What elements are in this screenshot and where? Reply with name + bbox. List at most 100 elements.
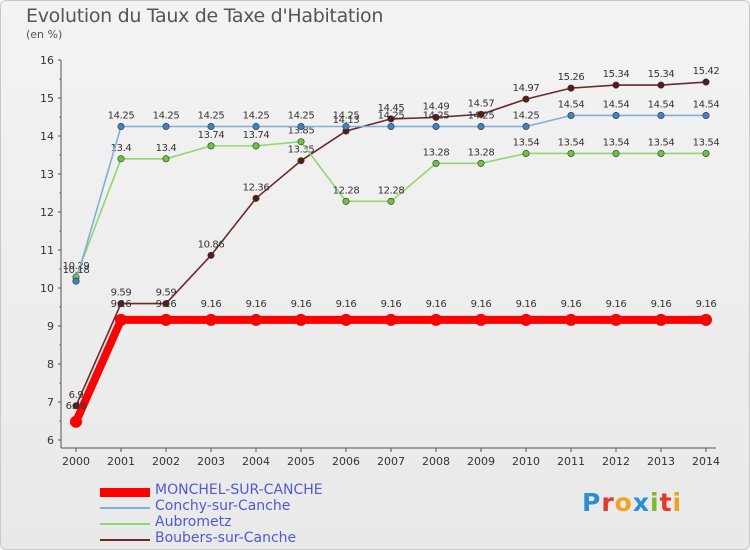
data-label: 13.54: [513, 137, 540, 148]
data-label: 15.34: [648, 69, 675, 80]
y-tick-label: 14: [40, 130, 54, 143]
data-point: [520, 313, 532, 326]
data-point: [72, 277, 80, 285]
x-tick-label: 2012: [602, 455, 630, 468]
chart-subtitle: (en %): [26, 28, 63, 41]
data-point: [340, 313, 352, 326]
y-tick-label: 16: [40, 54, 54, 67]
data-point: [430, 313, 442, 326]
data-label: 14.25: [108, 111, 135, 122]
data-label: 13.74: [198, 130, 225, 141]
y-minor-tick: [59, 420, 61, 422]
x-tick-label: 2002: [152, 455, 180, 468]
data-point: [477, 123, 485, 131]
data-point: [432, 159, 440, 167]
data-label: 14.49: [423, 101, 450, 112]
data-label: 12.28: [333, 185, 360, 196]
data-point: [387, 197, 395, 205]
data-label: 13.35: [288, 145, 315, 156]
legend-label: Aubrometz: [155, 514, 232, 530]
data-label: 14.97: [513, 83, 540, 94]
data-label: 9.16: [426, 299, 447, 310]
data-point: [117, 155, 125, 163]
data-point: [162, 300, 170, 308]
logo-letter: r: [601, 488, 615, 517]
data-label: 9.16: [111, 299, 132, 310]
data-label: 6.48: [66, 401, 87, 412]
y-tick-label: 11: [40, 244, 54, 257]
x-tick-label: 2001: [107, 455, 135, 468]
data-point: [162, 123, 170, 131]
data-label: 14.25: [423, 111, 450, 122]
data-label: 9.16: [246, 299, 267, 310]
data-point: [117, 123, 125, 131]
data-label: 9.59: [111, 288, 132, 299]
data-label: 13.74: [243, 130, 270, 141]
y-minor-tick: [59, 154, 61, 156]
data-label: 9.16: [201, 299, 222, 310]
data-label: 13.4: [156, 143, 177, 154]
data-label: 9.16: [471, 299, 492, 310]
data-label: 13.85: [288, 126, 315, 137]
y-tick-label: 6: [47, 434, 54, 447]
data-point: [522, 123, 530, 131]
x-tick-label: 2014: [692, 455, 720, 468]
y-tick-label: 12: [40, 206, 54, 219]
legend-label: Conchy-sur-Canche: [155, 498, 291, 514]
x-tick-label: 2006: [332, 455, 360, 468]
data-label: 14.25: [288, 111, 315, 122]
data-label: 12.36: [243, 182, 270, 193]
y-minor-tick: [59, 344, 61, 346]
data-label: 13.28: [468, 147, 495, 158]
x-tick-label: 2009: [467, 455, 495, 468]
data-point: [657, 111, 665, 119]
data-point: [342, 197, 350, 205]
series-line-1: [75, 140, 707, 278]
data-label: 14.25: [333, 111, 360, 122]
proxiti-logo: Proxiti: [582, 488, 682, 517]
data-label: 15.34: [603, 69, 630, 80]
data-label: 14.25: [513, 111, 540, 122]
data-point: [522, 95, 530, 103]
legend-swatch: [100, 539, 150, 541]
data-point: [342, 123, 350, 131]
data-point: [385, 313, 397, 326]
y-minor-tick: [59, 306, 61, 308]
data-label: 13.54: [648, 137, 675, 148]
data-label: 9.16: [696, 299, 717, 310]
logo-letter: x: [632, 488, 650, 517]
data-label: 13.54: [693, 137, 720, 148]
y-minor-tick: [59, 230, 61, 232]
data-label: 13.54: [558, 137, 585, 148]
y-minor-tick: [59, 192, 61, 194]
data-label: 14.54: [603, 99, 630, 110]
data-point: [477, 110, 485, 118]
data-point: [477, 159, 485, 167]
x-tick-label: 2007: [377, 455, 405, 468]
data-point: [657, 149, 665, 157]
data-point: [207, 251, 215, 259]
data-point: [297, 123, 305, 131]
data-point: [160, 313, 172, 326]
legend-swatch: [100, 487, 150, 497]
logo-letter: o: [614, 488, 633, 517]
data-label: 6.9: [69, 390, 84, 401]
data-label: 14.57: [468, 98, 495, 109]
data-label: 9.16: [381, 299, 402, 310]
x-tick-label: 2011: [557, 455, 585, 468]
data-point: [297, 138, 305, 146]
data-label: 14.25: [153, 111, 180, 122]
data-point: [387, 123, 395, 131]
data-label: 14.54: [558, 99, 585, 110]
data-point: [70, 415, 82, 428]
y-minor-tick: [59, 78, 61, 80]
data-label: 9.16: [156, 299, 177, 310]
data-point: [657, 81, 665, 89]
x-tick-label: 2000: [62, 455, 90, 468]
data-point: [610, 313, 622, 326]
data-point: [567, 84, 575, 92]
logo-letter: t: [659, 488, 673, 517]
data-point: [252, 142, 260, 150]
data-label: 9.16: [336, 299, 357, 310]
